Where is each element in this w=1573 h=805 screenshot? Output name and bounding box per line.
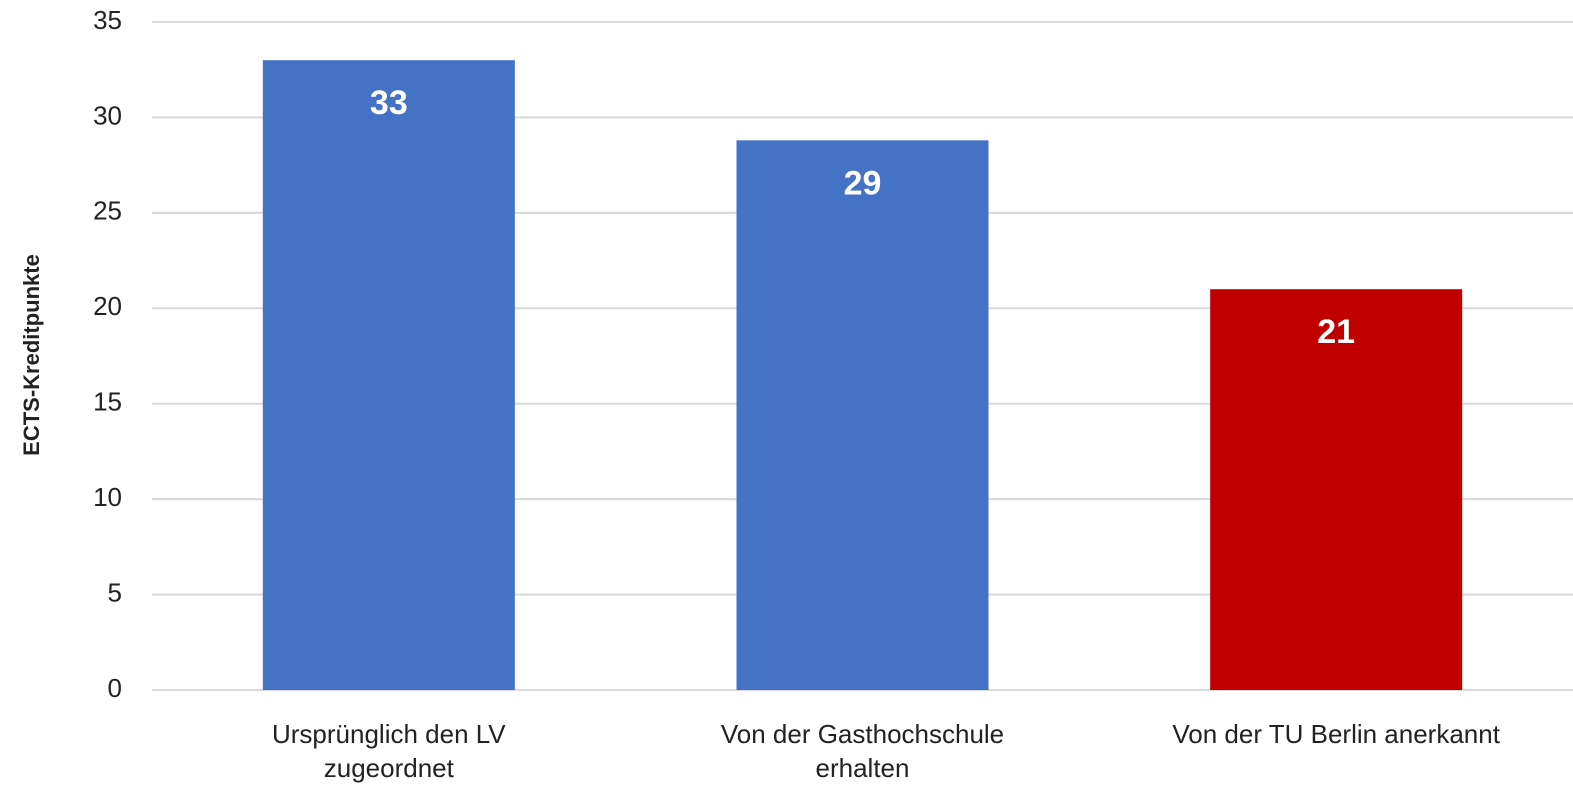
y-tick-label: 35 — [93, 5, 122, 35]
y-tick-label: 10 — [93, 482, 122, 512]
y-tick-label: 5 — [108, 577, 122, 607]
bar — [736, 140, 989, 690]
y-tick-label: 0 — [108, 673, 122, 703]
bar — [1210, 289, 1463, 690]
y-tick-label: 15 — [93, 387, 122, 417]
y-axis-label: ECTS-Kreditpunkte — [19, 254, 44, 456]
y-tick-label: 25 — [93, 196, 122, 226]
value-label: 33 — [370, 84, 408, 122]
x-tick-label: Ursprünglich den LV zugeordnet — [272, 719, 506, 783]
bar — [262, 60, 515, 690]
value-label: 29 — [844, 164, 882, 202]
y-tick-label: 20 — [93, 291, 122, 321]
value-label: 21 — [1317, 313, 1355, 351]
y-tick-label: 30 — [93, 100, 122, 130]
x-tick-label: Von der TU Berlin anerkannt — [1172, 719, 1500, 749]
x-tick-label: Von der Gasthochschule erhalten — [720, 719, 1005, 783]
